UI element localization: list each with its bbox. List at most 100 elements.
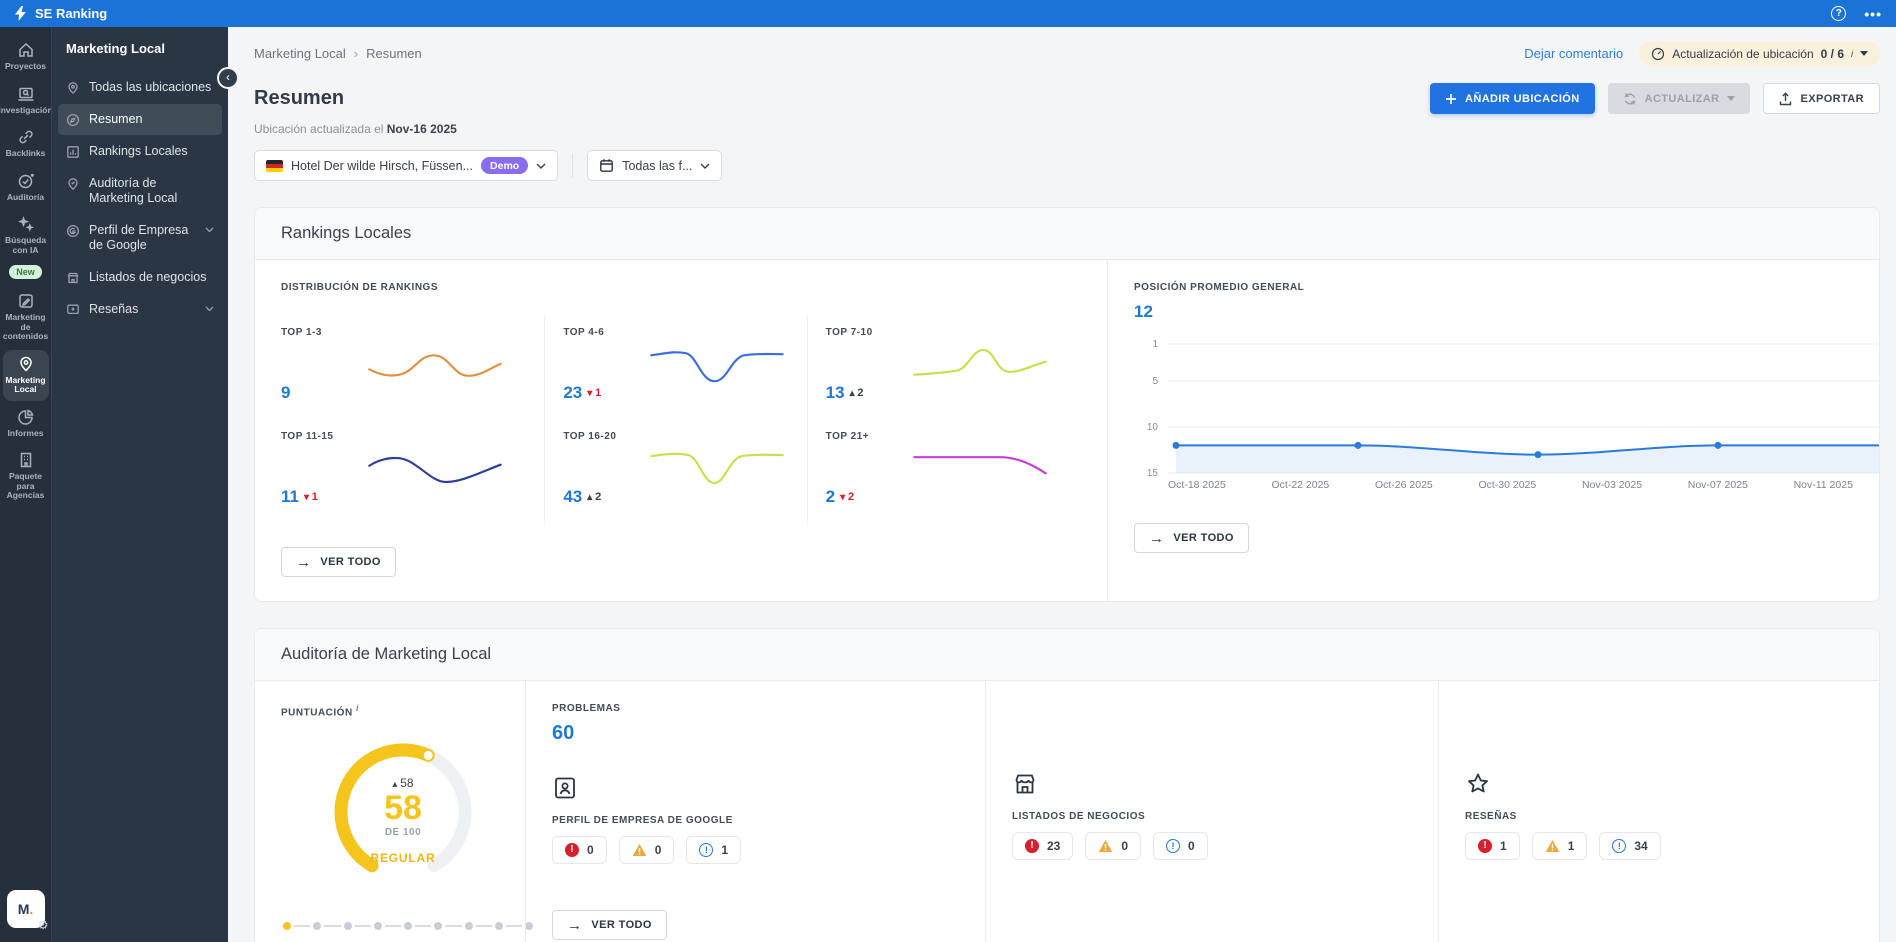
submenu-item-perfil-empresa-google[interactable]: Perfil de Empresa de Google (58, 215, 222, 261)
brand-name: SE Ranking (35, 6, 107, 21)
submenu-title: Marketing Local (58, 41, 222, 72)
germany-flag-icon (266, 160, 283, 172)
help-icon[interactable]: ? (1831, 6, 1846, 21)
submenu-panel: Marketing Local Todas las ubicaciones Re… (51, 27, 228, 942)
rank-cell-top-16-20: TOP 16-20 432 (544, 419, 807, 523)
business-profile-icon (552, 775, 578, 801)
sparkline-top-4-6 (647, 341, 787, 389)
page-title: Resumen (254, 87, 344, 110)
section-label-perfil: PERFIL DE EMPRESA DE GOOGLE (552, 815, 959, 826)
notices-badge[interactable]: !0 (1153, 832, 1208, 860)
compass-icon (66, 113, 80, 127)
chart-x-axis: Oct-18 2025 Oct-22 2025 Oct-26 2025 Oct-… (1168, 479, 1853, 491)
score-status: REGULAR (371, 851, 436, 865)
notices-badge[interactable]: !34 (1599, 832, 1660, 860)
rank-cell-top-21-plus: TOP 21+ 22 (808, 419, 1071, 523)
submenu-item-todas-las-ubicaciones[interactable]: Todas las ubicaciones (58, 72, 222, 103)
rail-item-auditoria[interactable]: Auditoría (3, 167, 49, 209)
research-icon (17, 85, 35, 103)
arrow-right-icon: → (567, 918, 582, 933)
export-icon (1779, 92, 1792, 106)
top-bar: SE Ranking ? ••• (0, 0, 1896, 27)
average-position-panel: POSICIÓN PROMEDIO GENERAL 12 1 5 10 15 (1107, 260, 1879, 601)
errors-badge[interactable]: !23 (1012, 832, 1073, 860)
rail-item-marketing-contenidos[interactable]: Marketing de contenidos (3, 287, 49, 348)
breadcrumb-resumen: Resumen (366, 46, 422, 61)
rail-item-backlinks[interactable]: Backlinks (3, 123, 49, 165)
brand-logo[interactable]: SE Ranking (14, 6, 107, 21)
score-gauge: 58 58 DE 100 REGULAR (315, 732, 491, 900)
rail-item-paquete-agencias[interactable]: Paquete para Agencias (3, 446, 49, 507)
sparkline-top-7-10 (910, 341, 1050, 389)
notices-badge[interactable]: !1 (686, 836, 741, 864)
sparkline-top-11-15 (365, 445, 505, 493)
arrow-right-icon: → (296, 555, 311, 570)
line-chart-svg (1168, 336, 1880, 478)
breadcrumb: Marketing Local › Resumen Dejar comentar… (254, 27, 1880, 66)
warnings-badge[interactable]: 1 (1532, 832, 1588, 860)
score-column: PUNTUACIÓN i 58 58 DE 100 REGULAR (255, 681, 525, 942)
section-label-resenas: RESEÑAS (1465, 811, 1853, 822)
leave-comment-link[interactable]: Dejar comentario (1524, 46, 1623, 61)
sparkline-top-16-20 (647, 445, 787, 493)
caret-down-icon (1727, 96, 1735, 101)
warnings-badge[interactable]: 0 (619, 836, 675, 864)
rankings-card-title: Rankings Locales (255, 208, 1879, 260)
sidebar-collapse-button[interactable]: ‹ (217, 67, 239, 89)
location-update-pill[interactable]: Actualización de ubicación 0 / 6 i (1639, 41, 1880, 66)
warning-icon (632, 843, 647, 857)
section-label-listados: LISTADOS DE NEGOCIOS (1012, 811, 1412, 822)
listings-column: LISTADOS DE NEGOCIOS !23 0 !0 (985, 681, 1438, 942)
date-range-selector[interactable]: Todas las f... (587, 150, 722, 181)
submenu-item-resumen[interactable]: Resumen (58, 104, 222, 135)
rank-cell-top-7-10: TOP 7-10 132 (808, 315, 1071, 419)
rankings-locales-card: Rankings Locales DISTRIBUCIÓN DE RANKING… (254, 207, 1880, 602)
updated-date: Nov-16 2025 (387, 122, 457, 136)
more-menu-icon[interactable]: ••• (1864, 9, 1882, 19)
gauge-icon (1651, 47, 1665, 61)
caret-down-icon (1860, 51, 1868, 56)
refresh-button[interactable]: ACTUALIZAR (1608, 83, 1751, 114)
export-button[interactable]: EXPORTAR (1763, 83, 1880, 114)
user-avatar[interactable]: M. ⚙ (7, 890, 45, 928)
reviews-column: RESEÑAS !1 1 !34 (1438, 681, 1879, 942)
submenu-item-resenas[interactable]: Reseñas (58, 294, 222, 325)
pin-icon (66, 81, 80, 95)
rankings-ver-todo-button[interactable]: → VER TODO (281, 547, 396, 577)
demo-badge: Demo (481, 157, 528, 174)
building-icon (17, 451, 35, 469)
link-icon (17, 128, 35, 146)
errors-badge[interactable]: !0 (552, 836, 607, 864)
calendar-icon (599, 158, 614, 173)
submenu-item-auditoria-marketing-local[interactable]: Auditoría de Marketing Local (58, 168, 222, 214)
error-icon: ! (1478, 839, 1492, 853)
location-pin-icon (17, 355, 35, 373)
sparkline-top-1-3 (365, 341, 505, 389)
rail-item-marketing-local[interactable]: Marketing Local (3, 350, 49, 401)
avg-position-ver-todo-button[interactable]: → VER TODO (1134, 523, 1249, 553)
location-selector[interactable]: Hotel Der wilde Hirsch, Füssen... Demo (254, 150, 558, 181)
breadcrumb-marketing-local[interactable]: Marketing Local (254, 46, 346, 61)
add-location-button[interactable]: AÑADIR UBICACIÓN (1430, 83, 1595, 114)
score-delta: 58 (392, 776, 413, 790)
new-badge: New (9, 265, 42, 279)
audit-check-icon (17, 172, 35, 190)
submenu-item-rankings-locales[interactable]: Rankings Locales (58, 136, 222, 167)
avg-position-label: POSICIÓN PROMEDIO GENERAL (1134, 282, 1853, 293)
error-icon: ! (565, 843, 579, 857)
problems-value: 60 (552, 722, 959, 745)
rank-cell-top-11-15: TOP 11-15 111 (281, 419, 544, 523)
warnings-badge[interactable]: 0 (1085, 832, 1141, 860)
errors-badge[interactable]: !1 (1465, 832, 1520, 860)
rail-item-busqueda-ia[interactable]: Búsqueda con IA (3, 210, 49, 261)
rail-item-investigacion[interactable]: Investigación (3, 80, 49, 122)
update-count: 0 / 6 (1821, 47, 1844, 61)
main-content: ‹ Marketing Local › Resumen Dejar coment… (228, 27, 1896, 942)
audit-ver-todo-button[interactable]: → VER TODO (552, 910, 667, 940)
rail-item-informes[interactable]: Informes (3, 403, 49, 445)
submenu-item-listados-negocios[interactable]: Listados de negocios (58, 262, 222, 293)
rail-item-proyectos[interactable]: Proyectos (3, 36, 49, 78)
home-icon (17, 41, 35, 59)
content-edit-icon (17, 292, 35, 310)
location-name: Hotel Der wilde Hirsch, Füssen... (291, 159, 473, 173)
